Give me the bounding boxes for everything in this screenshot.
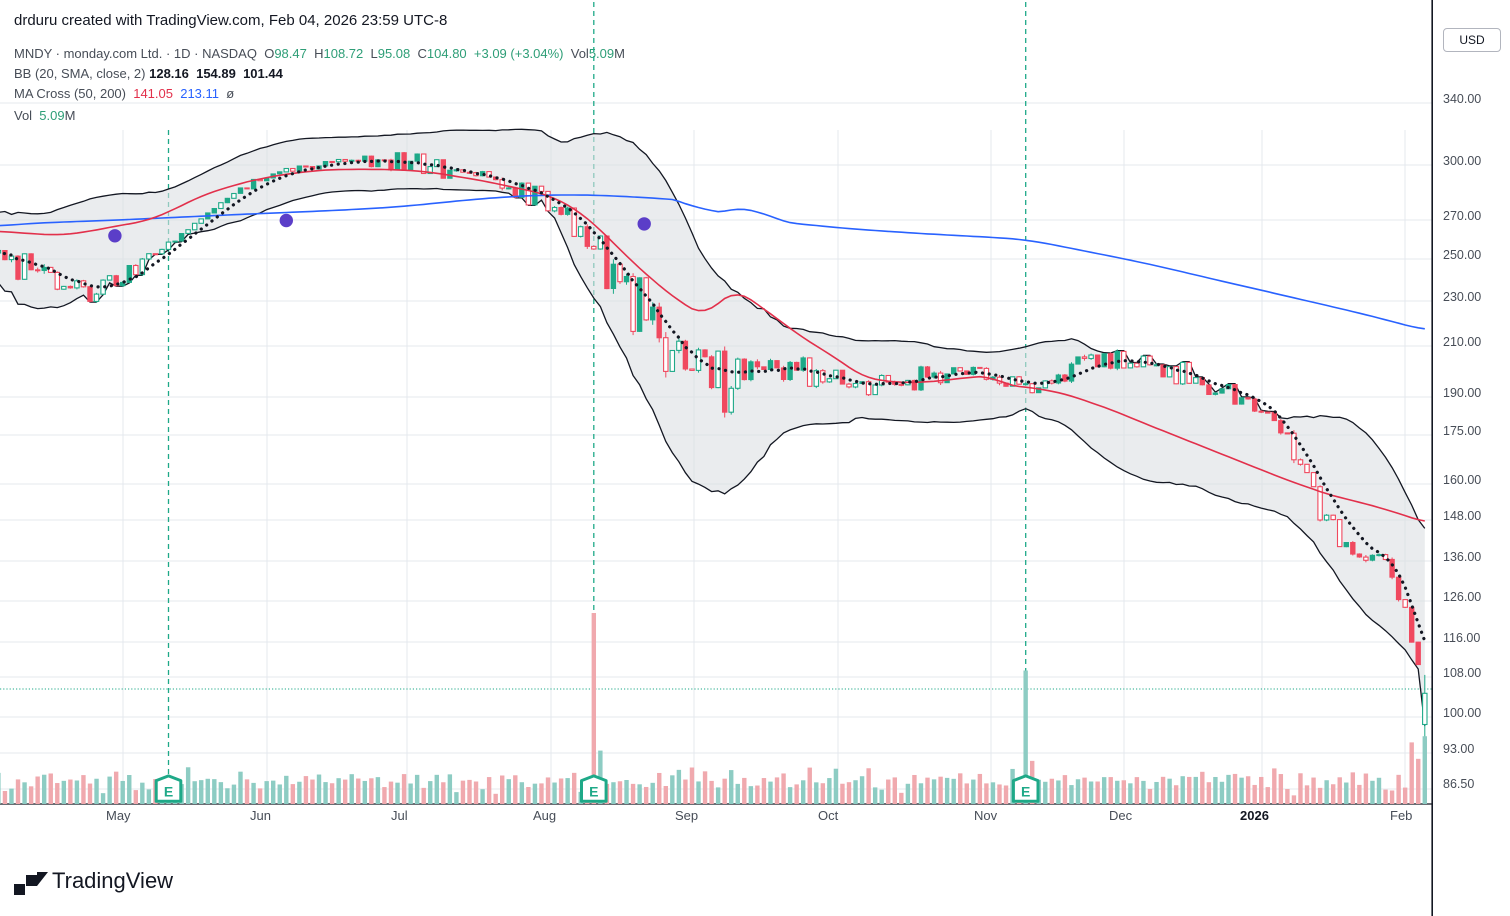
svg-text:E: E xyxy=(164,783,173,799)
svg-text:E: E xyxy=(589,783,598,799)
svg-text:E: E xyxy=(1021,783,1030,799)
